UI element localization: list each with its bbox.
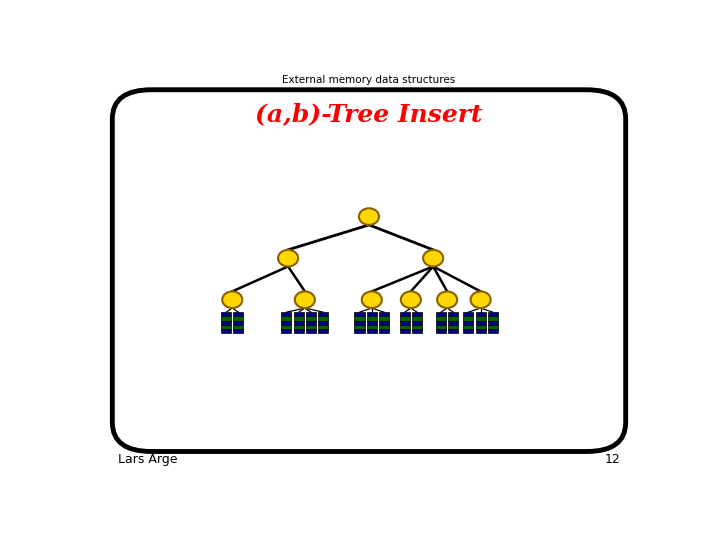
Bar — [488, 312, 498, 316]
Bar — [400, 312, 410, 316]
Text: Lars Arge: Lars Arge — [118, 453, 177, 466]
Text: (a,b)-Tree Insert: (a,b)-Tree Insert — [256, 102, 482, 126]
Bar — [488, 316, 498, 321]
Bar — [476, 325, 485, 329]
Ellipse shape — [471, 292, 490, 308]
Bar — [366, 316, 377, 321]
Bar — [436, 312, 446, 316]
Bar — [449, 329, 458, 333]
Bar — [476, 329, 485, 333]
Bar — [294, 325, 304, 329]
Bar — [476, 312, 485, 316]
Bar — [366, 321, 377, 325]
Bar — [294, 316, 304, 321]
Bar — [294, 312, 304, 316]
Bar — [318, 316, 328, 321]
Bar — [354, 325, 364, 329]
Bar — [282, 316, 292, 321]
Bar — [412, 316, 422, 321]
Bar — [436, 316, 446, 321]
Bar — [379, 321, 389, 325]
Bar — [221, 329, 231, 333]
Bar — [463, 325, 473, 329]
Bar — [233, 312, 243, 316]
Bar — [354, 316, 364, 321]
Bar — [463, 329, 473, 333]
Bar — [400, 329, 410, 333]
Text: External memory data structures: External memory data structures — [282, 75, 456, 85]
Bar — [318, 321, 328, 325]
Bar — [221, 325, 231, 329]
Bar — [366, 325, 377, 329]
Bar — [488, 325, 498, 329]
Bar — [221, 321, 231, 325]
Bar — [318, 312, 328, 316]
Ellipse shape — [359, 208, 379, 225]
Bar — [221, 316, 231, 321]
Ellipse shape — [294, 292, 315, 308]
Bar — [463, 316, 473, 321]
Bar — [233, 325, 243, 329]
Bar — [366, 329, 377, 333]
Bar — [476, 316, 485, 321]
Ellipse shape — [222, 292, 243, 308]
Bar — [354, 329, 364, 333]
Bar — [282, 321, 292, 325]
Bar — [354, 312, 364, 316]
Bar — [412, 321, 422, 325]
Bar — [488, 321, 498, 325]
Bar — [449, 316, 458, 321]
Bar — [412, 312, 422, 316]
Bar — [306, 321, 316, 325]
Bar — [233, 321, 243, 325]
Bar — [306, 325, 316, 329]
Bar — [282, 312, 292, 316]
Ellipse shape — [278, 250, 298, 266]
Ellipse shape — [423, 250, 444, 266]
Ellipse shape — [361, 292, 382, 308]
Bar — [412, 329, 422, 333]
Bar — [463, 312, 473, 316]
Bar — [294, 329, 304, 333]
Bar — [400, 325, 410, 329]
Bar — [366, 312, 377, 316]
Bar — [449, 325, 458, 329]
Bar — [282, 325, 292, 329]
Bar — [463, 321, 473, 325]
Bar — [449, 321, 458, 325]
Bar — [400, 321, 410, 325]
Bar — [318, 329, 328, 333]
Bar — [306, 312, 316, 316]
Bar — [436, 329, 446, 333]
Bar — [354, 321, 364, 325]
Bar — [221, 312, 231, 316]
FancyBboxPatch shape — [112, 90, 626, 451]
Ellipse shape — [401, 292, 421, 308]
Text: 12: 12 — [604, 453, 620, 466]
Bar — [282, 329, 292, 333]
Bar — [233, 316, 243, 321]
Bar — [318, 325, 328, 329]
Bar — [306, 316, 316, 321]
Bar — [400, 316, 410, 321]
Bar — [379, 325, 389, 329]
Bar — [294, 321, 304, 325]
Bar — [476, 321, 485, 325]
Bar — [379, 316, 389, 321]
Bar — [379, 329, 389, 333]
Bar — [379, 312, 389, 316]
Bar — [233, 329, 243, 333]
Bar — [306, 329, 316, 333]
Ellipse shape — [437, 292, 457, 308]
Bar — [436, 321, 446, 325]
Bar — [412, 325, 422, 329]
Bar — [488, 329, 498, 333]
Bar — [436, 325, 446, 329]
Bar — [449, 312, 458, 316]
